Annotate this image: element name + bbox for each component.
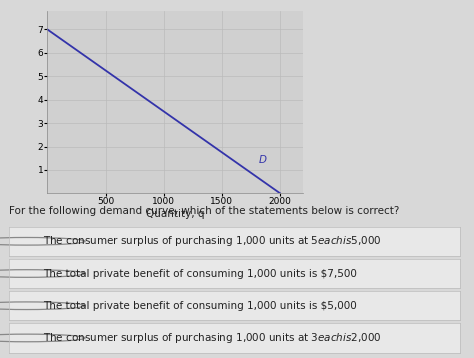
Text: For the following demand curve, which of the statements below is correct?: For the following demand curve, which of… bbox=[9, 206, 400, 216]
Text: The consumer surplus of purchasing 1,000 units at $5 each is $5,000: The consumer surplus of purchasing 1,000… bbox=[43, 234, 382, 248]
Text: The total private benefit of consuming 1,000 units is $5,000: The total private benefit of consuming 1… bbox=[43, 301, 357, 311]
X-axis label: Quantity, q: Quantity, q bbox=[146, 209, 205, 219]
Text: The total private benefit of consuming 1,000 units is $7,500: The total private benefit of consuming 1… bbox=[43, 268, 357, 279]
Text: The consumer surplus of purchasing 1,000 units at $3 each is $2,000: The consumer surplus of purchasing 1,000… bbox=[43, 331, 382, 345]
Text: D: D bbox=[259, 155, 267, 165]
